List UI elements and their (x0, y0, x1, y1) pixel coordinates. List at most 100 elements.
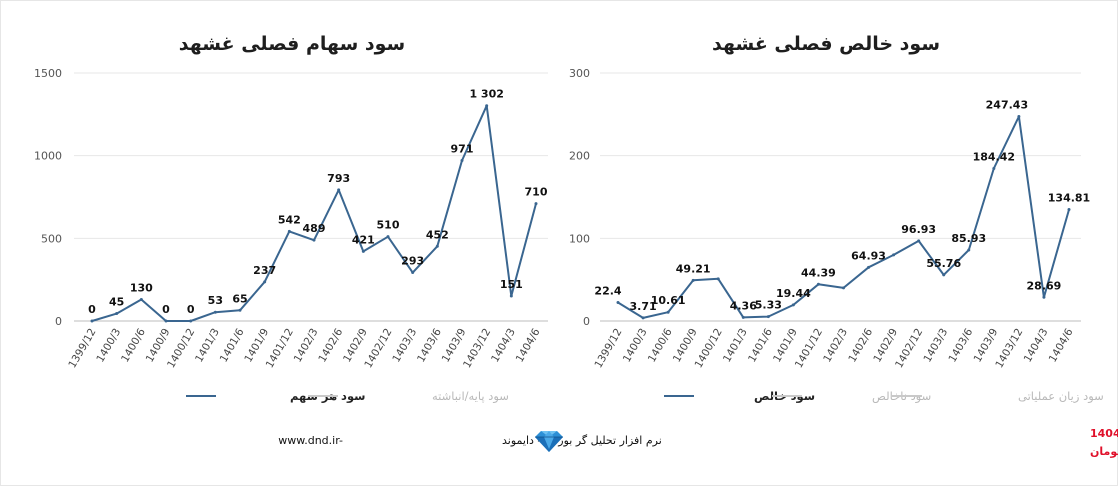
x-tick-label: 1399/12 (592, 327, 624, 371)
data-point (666, 310, 670, 314)
data-label: 1 302 (469, 88, 503, 101)
data-label: 793 (327, 172, 350, 185)
data-label: 19.44 (776, 287, 811, 300)
legend-item-operating-profit[interactable]: سود زیان عملیاتی (892, 389, 1104, 404)
data-label: 293 (401, 255, 424, 268)
data-label: 5.33 (755, 299, 782, 312)
data-point (435, 244, 439, 248)
data-label: 64.93 (851, 249, 886, 262)
data-label: 510 (377, 219, 400, 232)
data-point (386, 235, 390, 239)
data-point (115, 312, 119, 316)
data-point (691, 278, 695, 282)
data-label: 45 (109, 296, 124, 309)
y-tick-label: 1000 (34, 150, 62, 163)
data-label: 184.42 (973, 151, 1015, 164)
website-text[interactable]: www.dnd.ir- (278, 434, 343, 447)
data-label: 237 (253, 264, 276, 277)
data-label: 44.39 (801, 266, 836, 279)
data-point (534, 202, 538, 206)
data-label: 542 (278, 213, 301, 226)
x-tick-label: 1399/12 (66, 327, 98, 371)
data-point (992, 167, 996, 171)
data-point (509, 294, 513, 298)
data-label: 151 (500, 278, 523, 291)
data-label: 65 (232, 292, 247, 305)
data-point (213, 310, 217, 314)
data-label: 28.69 (1027, 279, 1062, 292)
y-tick-label: 100 (569, 232, 590, 245)
data-point (312, 238, 316, 242)
data-label: 247.43 (986, 98, 1028, 111)
data-point (90, 319, 94, 323)
data-label: 452 (426, 228, 449, 241)
software-text: نرم افزار تحلیل گر بورس - دایموند (502, 434, 662, 447)
data-point (411, 271, 415, 275)
series-line (91, 104, 537, 322)
data-label: 0 (162, 303, 170, 316)
diamond-logo-icon (535, 431, 563, 452)
data-label: 710 (525, 186, 548, 199)
left-chart-plot: 0500100015001399/121400/31400/61400/9140… (34, 67, 548, 370)
left-chart-title: سود سهام فصلی غشهد (179, 33, 405, 55)
y-tick-label: 300 (569, 67, 590, 80)
left-legend: سود هر سهم سود پایه/انباشته (186, 389, 509, 404)
data-label: 10.61 (651, 294, 686, 307)
data-label: 0 (187, 303, 195, 316)
data-point (238, 308, 242, 312)
data-point (1042, 295, 1046, 299)
data-label: 489 (303, 222, 326, 235)
data-label: 3.71 (629, 300, 656, 313)
data-point (189, 319, 193, 323)
data-label: 4.36 (730, 299, 757, 312)
data-label: 971 (451, 142, 474, 155)
right-chart-title: سود خالص فصلی غشهد (712, 33, 940, 55)
data-label: 96.93 (901, 223, 936, 236)
y-tick-label: 500 (41, 232, 62, 245)
x-tick-label: 1404/6 (1047, 326, 1076, 364)
data-point (942, 273, 946, 277)
legend-label-base-eps: سود پایه/انباشته (432, 389, 509, 404)
right-legend: سود خالص سود ناخالص سود زیان عملیاتی (664, 389, 1104, 404)
data-point (485, 104, 489, 108)
data-point (1067, 208, 1071, 212)
data-point (716, 277, 720, 281)
data-point (741, 315, 745, 319)
y-tick-label: 0 (583, 315, 590, 328)
data-label: 0 (88, 303, 96, 316)
data-point (287, 229, 291, 233)
data-label: 53 (208, 294, 223, 307)
legend-label-operating-profit: سود زیان عملیاتی (1018, 389, 1104, 404)
data-point (337, 188, 341, 192)
data-point (164, 319, 168, 323)
data-label: 49.21 (676, 262, 711, 275)
data-label: 421 (352, 233, 375, 246)
data-label: 130 (130, 282, 153, 295)
data-point (361, 249, 365, 253)
data-point (892, 253, 896, 257)
x-tick-label: 1404/6 (514, 326, 543, 364)
data-point (460, 158, 464, 162)
y-tick-label: 1500 (34, 67, 62, 80)
data-point (791, 303, 795, 307)
legend-item-base-eps[interactable]: سود پایه/انباشته (308, 389, 509, 404)
data-label: 55.76 (926, 257, 961, 270)
data-point (641, 316, 645, 320)
data-label: 85.93 (951, 232, 986, 245)
data-point (1017, 114, 1021, 118)
footer: www.dnd.ir- نرم افزار تحلیل گر بورس - دا… (278, 427, 1118, 458)
data-point (139, 298, 143, 302)
data-point (967, 248, 971, 252)
right-chart-plot: 01002003001399/121400/31400/61400/91400/… (569, 67, 1090, 370)
data-point (842, 286, 845, 290)
y-tick-label: 200 (569, 150, 590, 163)
data-point (867, 265, 871, 269)
data-label: 134.81 (1048, 192, 1090, 205)
data-point (616, 300, 620, 304)
data-point (917, 239, 921, 243)
legend-item-eps[interactable]: سود هر سهم (186, 389, 365, 404)
data-point (263, 280, 267, 284)
data-label: 22.4 (594, 284, 621, 297)
